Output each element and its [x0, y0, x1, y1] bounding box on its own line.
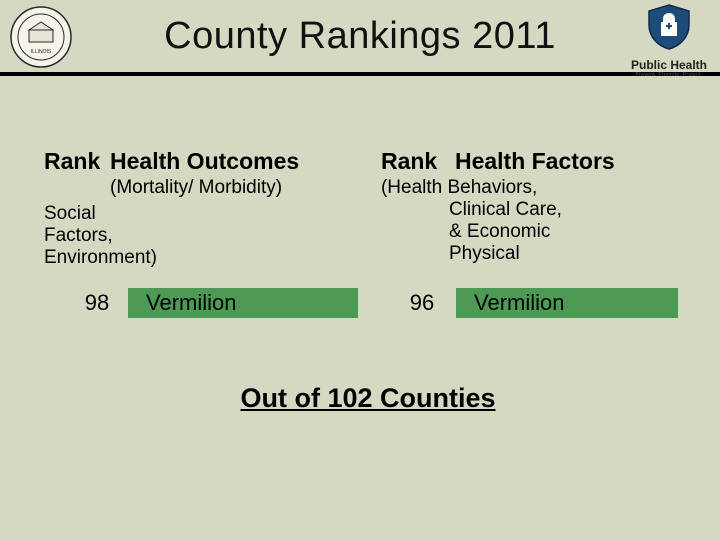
factors-sub-line-2: & Economic: [381, 221, 692, 243]
page-title: County Rankings 2011: [164, 15, 556, 58]
public-health-logo: Public Health Prevent. Promote. Protect.: [628, 2, 710, 78]
title-bar: County Rankings 2011: [0, 0, 720, 72]
shield-icon: [644, 2, 694, 52]
data-row: 98 Vermilion 96 Vermilion: [72, 286, 678, 320]
column-factors: Rank Health Factors (Health Behaviors, C…: [381, 148, 692, 268]
social-factors-block: Social Factors, Environment): [44, 203, 381, 269]
subcategory-factors: (Health Behaviors, Clinical Care, & Econ…: [381, 177, 692, 264]
header-rule: [0, 72, 720, 76]
county-name-factors: Vermilion: [456, 288, 678, 318]
header: ILLINOIS County Rankings 2011 Public Hea…: [0, 0, 720, 88]
content-area: Rank Health Outcomes (Mortality/ Morbidi…: [44, 148, 692, 268]
county-name-outcomes: Vermilion: [128, 288, 358, 318]
category-label-factors: Health Factors: [455, 148, 615, 175]
factors-sub-line-0: (Health Behaviors,: [381, 177, 537, 198]
factors-heading: Rank Health Factors: [381, 148, 692, 175]
outcomes-heading: Rank Health Outcomes: [44, 148, 381, 175]
factors-sub-line-1: Clinical Care,: [381, 199, 692, 221]
column-outcomes: Rank Health Outcomes (Mortality/ Morbidi…: [44, 148, 381, 268]
rank-value-factors: 96: [394, 289, 450, 317]
public-health-tagline: Prevent. Promote. Protect.: [628, 72, 710, 78]
columns: Rank Health Outcomes (Mortality/ Morbidi…: [44, 148, 692, 268]
subcategory-outcomes: (Mortality/ Morbidity): [110, 177, 381, 199]
rank-label-left: Rank: [44, 148, 106, 175]
category-label-outcomes: Health Outcomes: [110, 148, 299, 175]
public-health-label: Public Health: [628, 59, 710, 71]
rank-value-outcomes: 98: [72, 289, 122, 317]
footer-total: Out of 102 Counties: [44, 383, 692, 414]
factors-sub-line-3: Physical: [381, 243, 692, 265]
rank-label-right: Rank: [381, 148, 451, 175]
